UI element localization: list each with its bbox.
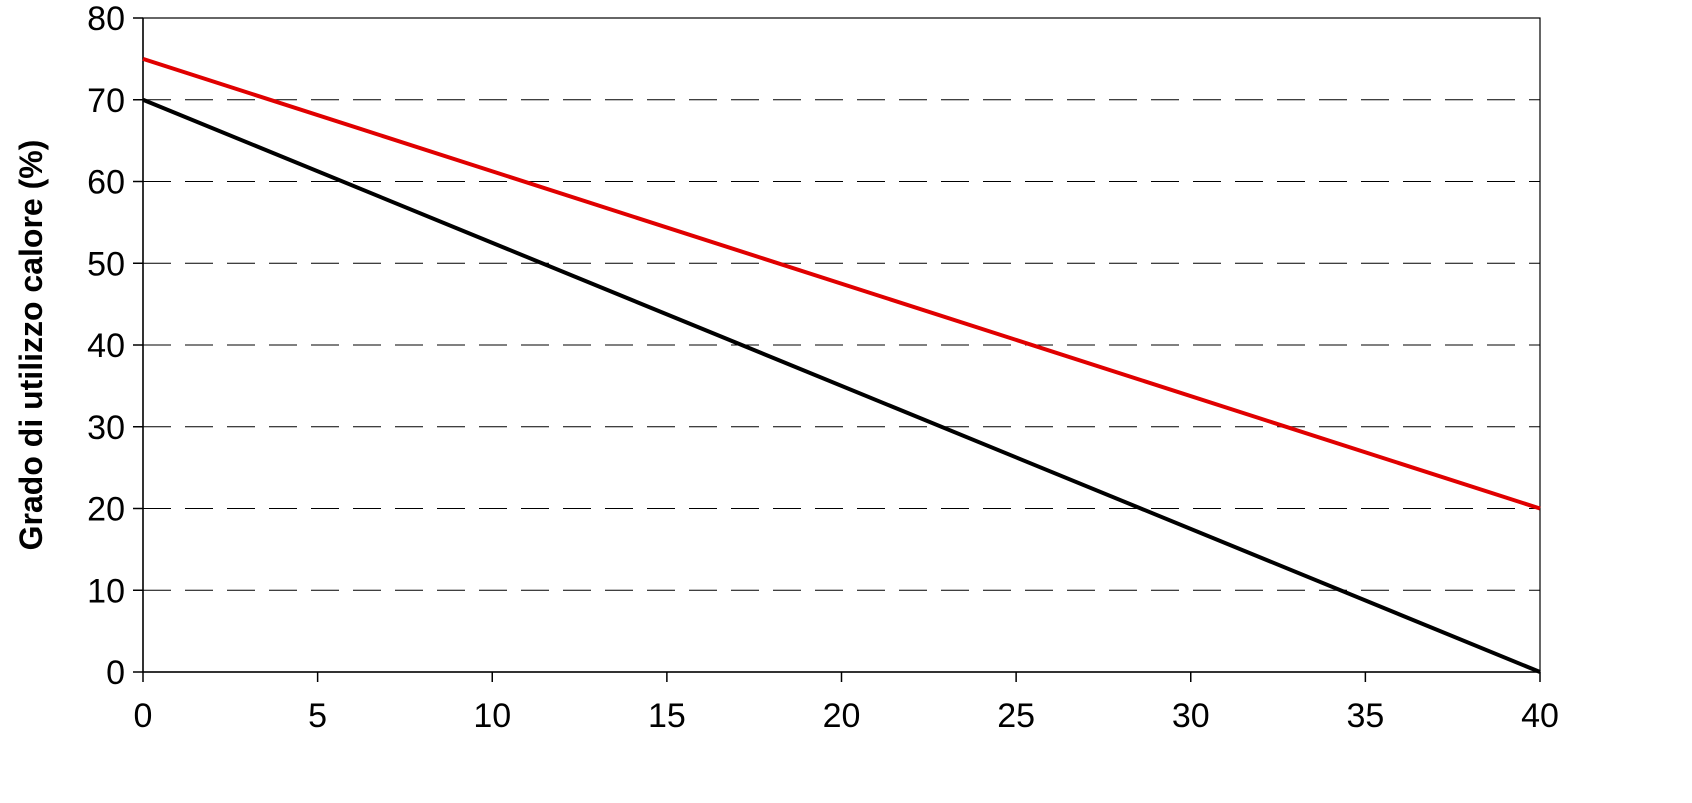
tick-labels: 0 10 20 30 40 50 60 70 80 0 5 10 15 20 25 30 35 40 bbox=[87, 0, 1559, 735]
x-tick-label: 15 bbox=[648, 697, 686, 735]
y-axis-title: Grado di utilizzo calore (%) bbox=[13, 140, 49, 551]
x-tick-label: 20 bbox=[823, 697, 861, 735]
y-tick-label: 50 bbox=[87, 245, 125, 283]
x-tick-label: 40 bbox=[1521, 697, 1559, 735]
x-tick-label: 25 bbox=[997, 697, 1035, 735]
y-tick-label: 70 bbox=[87, 82, 125, 120]
x-tick-label: 0 bbox=[134, 697, 153, 735]
x-tick-label: 35 bbox=[1346, 697, 1384, 735]
x-tick-label: 5 bbox=[308, 697, 327, 735]
axes bbox=[133, 17, 1541, 682]
data-series bbox=[142, 56, 1541, 674]
y-tick-label: 60 bbox=[87, 164, 125, 202]
x-tick-label: 30 bbox=[1172, 697, 1210, 735]
y-tick-label: 30 bbox=[87, 409, 125, 447]
series-line-1 bbox=[142, 56, 1541, 511]
y-tick-label: 0 bbox=[106, 654, 125, 692]
y-tick-label: 80 bbox=[87, 0, 125, 38]
series-line-2 bbox=[142, 97, 1541, 674]
x-tick-label: 10 bbox=[473, 697, 511, 735]
gridlines bbox=[143, 99, 1540, 591]
y-tick-label: 40 bbox=[87, 327, 125, 365]
y-tick-label: 10 bbox=[87, 572, 125, 610]
y-tick-label: 20 bbox=[87, 491, 125, 529]
